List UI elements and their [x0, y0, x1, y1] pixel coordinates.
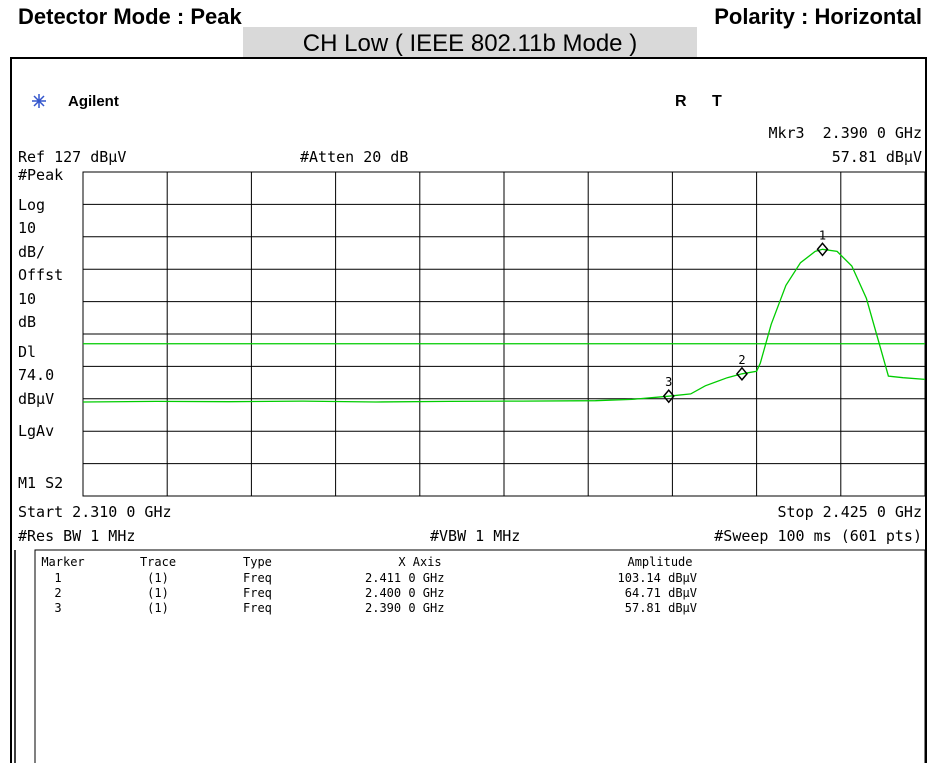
table-cell: 103.14 dBµV: [618, 571, 697, 585]
title-box: [243, 27, 697, 58]
table-cell: 3: [54, 601, 61, 615]
start-freq: Start 2.310 0 GHz: [18, 503, 172, 521]
marker-diamond: [735, 366, 748, 381]
side-label: 74.0: [18, 366, 54, 384]
marker-label: 2: [738, 353, 745, 367]
marker-diamond: [816, 242, 829, 257]
marker-label: 3: [665, 375, 672, 389]
side-label: dB: [18, 313, 36, 331]
trace: [82, 248, 926, 403]
title: CH Low ( IEEE 802.11b Mode ): [303, 30, 637, 57]
detector-mode: Detector Mode : Peak: [18, 4, 242, 29]
table-cell: 2: [54, 586, 61, 600]
side-label: M1 S2: [18, 474, 63, 492]
table-cell: Freq: [243, 586, 272, 600]
table-cell: 2.411 0 GHz: [365, 571, 444, 585]
sweep: #Sweep 100 ms (601 pts): [714, 527, 922, 545]
table-cell: 57.81 dBµV: [625, 601, 697, 615]
side-label: Log: [18, 196, 45, 214]
ref-level: Ref 127 dBµV: [18, 148, 126, 166]
agilent-logo: [32, 94, 46, 108]
table-cell: Freq: [243, 571, 272, 585]
table-header: Trace: [140, 555, 176, 569]
table-header: Amplitude: [627, 555, 692, 569]
res-bw: #Res BW 1 MHz: [18, 527, 135, 545]
side-label: dB/: [18, 243, 45, 261]
table-cell: (1): [147, 571, 169, 585]
side-label: 10: [18, 219, 36, 237]
screen-frame: [10, 57, 927, 763]
side-label: LgAv: [18, 422, 54, 440]
marker-diamond: [662, 389, 675, 404]
table-cell: 2.390 0 GHz: [365, 601, 444, 615]
table-cell: (1): [147, 601, 169, 615]
table-cell: (1): [147, 586, 169, 600]
marker-amplitude: 57.81 dBµV: [832, 148, 922, 166]
marker-label: 1: [819, 228, 826, 242]
table-header: Type: [243, 555, 272, 569]
attenuation: #Atten 20 dB: [300, 148, 408, 166]
side-label: 10: [18, 290, 36, 308]
table-cell: 1: [54, 571, 61, 585]
table-cell: Freq: [243, 601, 272, 615]
marker-table-panel: [34, 549, 926, 763]
status-t: T: [712, 93, 722, 110]
side-label: Dl: [18, 343, 36, 361]
side-label: dBµV: [18, 390, 54, 408]
side-label: #Peak: [18, 166, 63, 184]
brand: Agilent: [68, 93, 119, 110]
vbw: #VBW 1 MHz: [430, 527, 520, 545]
table-cell: 64.71 dBµV: [625, 586, 697, 600]
side-label: Offst: [18, 266, 63, 284]
polarity: Polarity : Horizontal: [714, 4, 922, 29]
stop-freq: Stop 2.425 0 GHz: [778, 503, 923, 521]
table-header: Marker: [41, 555, 84, 569]
table-cell: 2.400 0 GHz: [365, 586, 444, 600]
marker-readout: Mkr3 2.390 0 GHz: [768, 124, 922, 142]
status-r: R: [675, 93, 687, 110]
table-header: X Axis: [398, 555, 441, 569]
